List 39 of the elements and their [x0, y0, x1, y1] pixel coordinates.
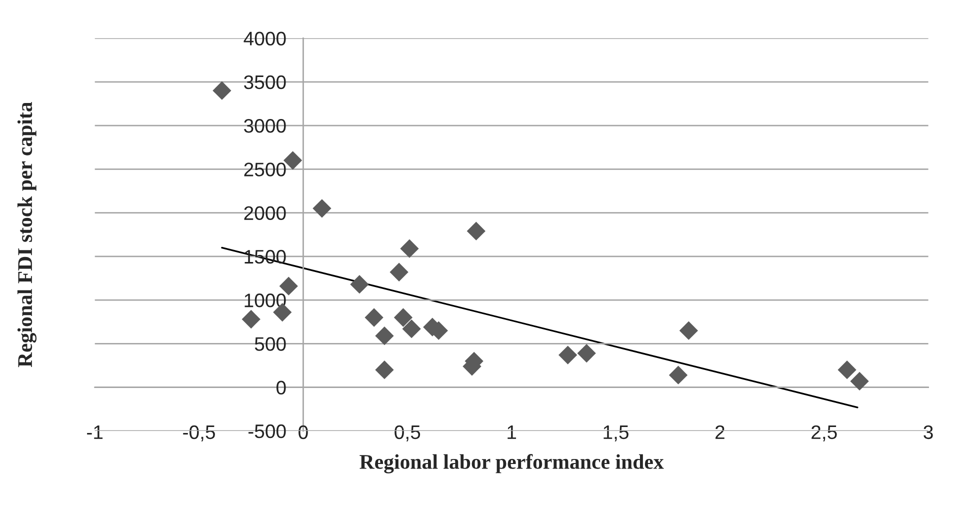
y-tick-label: 3500 — [244, 75, 286, 90]
y-tick-label: 3000 — [244, 118, 286, 133]
point — [390, 262, 408, 282]
point — [212, 81, 232, 100]
x-tick-label: 3 — [924, 425, 933, 440]
y-tick-label: 500 — [254, 337, 286, 351]
point — [312, 199, 332, 218]
x-tick-label: 0,5 — [394, 425, 420, 442]
y-tick-label: 1000 — [244, 294, 286, 308]
point — [577, 344, 596, 363]
x-tick-label: 2 — [716, 425, 724, 439]
point — [400, 239, 419, 258]
point — [364, 308, 384, 327]
point — [375, 326, 394, 346]
x-tick-label: -1 — [87, 426, 103, 439]
point — [279, 276, 298, 296]
point — [668, 366, 688, 384]
x-tick-label: 1 — [508, 426, 516, 439]
point — [242, 310, 260, 329]
point — [350, 275, 369, 294]
x-axis-title: Regional labor performance index — [360, 454, 664, 474]
y-tick-label: 2500 — [244, 162, 286, 176]
point — [679, 321, 698, 340]
x-tick-label: -0,5 — [183, 425, 215, 442]
point — [850, 372, 869, 391]
x-tick-label: 2,5 — [812, 425, 837, 442]
point — [558, 346, 578, 364]
y-tick-label: 0 — [276, 380, 286, 395]
point — [402, 320, 421, 338]
y-tick-label: -500 — [248, 424, 286, 438]
x-tick-label: 1,5 — [604, 426, 628, 442]
y-tick-label: 2000 — [244, 206, 286, 220]
y-tick-label: 4000 — [244, 32, 286, 46]
point — [466, 222, 486, 240]
y-axis-title: Regional FDI stock per capita — [17, 102, 36, 368]
x-tick-label: 0 — [298, 425, 308, 440]
point — [838, 360, 856, 380]
point — [394, 308, 413, 327]
point — [375, 360, 394, 380]
